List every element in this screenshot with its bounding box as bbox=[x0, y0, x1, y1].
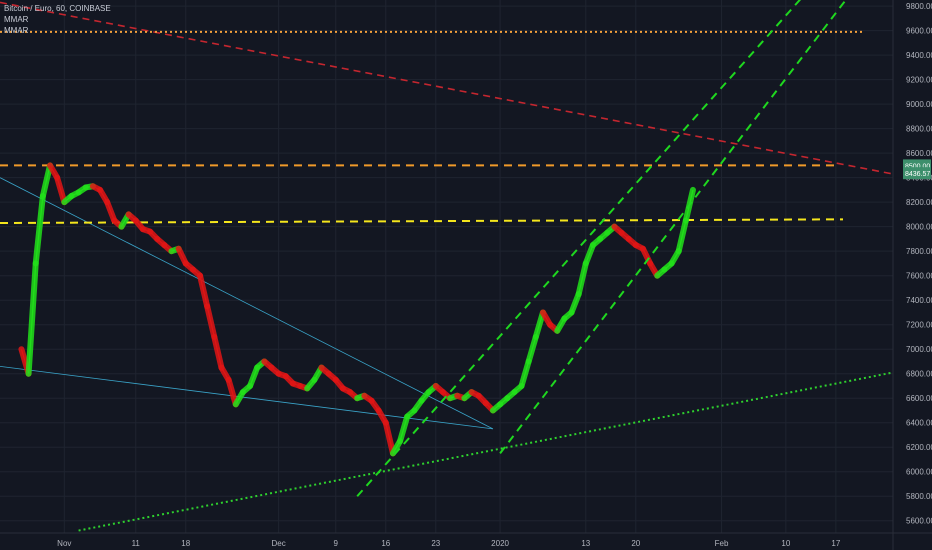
time-axis-background bbox=[0, 533, 932, 550]
series-segment-core bbox=[42, 165, 51, 197]
trend-line-upper bbox=[0, 177, 494, 430]
price-tag-label: 8436.57 bbox=[905, 171, 930, 178]
x-tick-label: Nov bbox=[57, 539, 71, 548]
legend-indicator: MMAR bbox=[4, 15, 29, 24]
y-tick-label: 8000.00 bbox=[906, 223, 932, 232]
x-tick-label: 16 bbox=[381, 539, 390, 548]
grid-layer bbox=[0, 0, 893, 533]
y-tick-label: 9400.00 bbox=[906, 51, 932, 60]
x-tick-label: 10 bbox=[781, 539, 790, 548]
y-tick-label: 9000.00 bbox=[906, 100, 932, 109]
y-tick-label: 7000.00 bbox=[906, 345, 932, 354]
trend-line-lower bbox=[0, 365, 493, 430]
support-dotted-line bbox=[78, 371, 894, 532]
y-tick-label: 9600.00 bbox=[906, 27, 932, 36]
x-tick-label: 20 bbox=[631, 539, 640, 548]
y-tick-label: 6200.00 bbox=[906, 443, 932, 452]
y-tick-label: 6000.00 bbox=[906, 468, 932, 477]
series-segment-core bbox=[206, 306, 215, 338]
x-tick-label: 2020 bbox=[491, 539, 509, 548]
series-segment-core bbox=[535, 312, 544, 338]
y-tick-label: 7200.00 bbox=[906, 321, 932, 330]
y-tick-label: 7400.00 bbox=[906, 296, 932, 305]
series-segment-core bbox=[27, 263, 37, 374]
series-segment-core bbox=[199, 275, 208, 307]
y-tick-label: 8200.00 bbox=[906, 198, 932, 207]
channel-line-upper bbox=[356, 0, 802, 497]
series-segment-core bbox=[385, 422, 394, 454]
series-segment-core bbox=[213, 336, 223, 368]
legend-symbol: Bitcoin / Euro, 60, COINBASE bbox=[4, 4, 111, 13]
series-segment-core bbox=[249, 367, 258, 387]
price-tag-label: 8500.00 bbox=[905, 163, 930, 170]
y-tick-label: 6600.00 bbox=[906, 394, 932, 403]
x-tick-label: 17 bbox=[831, 539, 840, 548]
series-segment-core bbox=[570, 293, 580, 313]
y-tick-label: 9200.00 bbox=[906, 76, 932, 85]
x-tick-label: Dec bbox=[271, 539, 285, 548]
y-tick-label: 9800.00 bbox=[906, 2, 932, 11]
legend-indicator: MMAR bbox=[4, 26, 29, 35]
y-tick-label: 6400.00 bbox=[906, 419, 932, 428]
y-tick-label: 7800.00 bbox=[906, 247, 932, 256]
channel-line-lower bbox=[499, 0, 847, 454]
series-segment-core bbox=[528, 336, 537, 362]
series-layer bbox=[18, 162, 696, 457]
chart-legend: Bitcoin / Euro, 60, COINBASE MMAR MMAR bbox=[4, 3, 111, 36]
series-segment-core bbox=[399, 416, 408, 442]
drawings-front-layer bbox=[78, 0, 894, 532]
x-tick-label: 9 bbox=[334, 539, 339, 548]
price-tag bbox=[903, 167, 931, 180]
x-tick-label: Feb bbox=[715, 539, 729, 548]
series-segment-core bbox=[106, 201, 115, 221]
series-segment-core bbox=[578, 263, 587, 295]
y-tick-label: 5800.00 bbox=[906, 492, 932, 501]
y-tick-label: 8800.00 bbox=[906, 125, 932, 134]
y-tick-label: 6800.00 bbox=[906, 370, 932, 379]
series-segment-core bbox=[35, 195, 44, 264]
x-tick-label: 23 bbox=[431, 539, 440, 548]
x-tick-label: 13 bbox=[581, 539, 590, 548]
resistance-dashed-line bbox=[0, 1, 894, 175]
y-tick-label: 5600.00 bbox=[906, 517, 932, 526]
price-axis-background bbox=[893, 0, 932, 550]
series-segment-core bbox=[585, 244, 594, 264]
y-tick-label: 8600.00 bbox=[906, 149, 932, 158]
series-segment-core bbox=[678, 220, 687, 252]
x-tick-label: 11 bbox=[132, 539, 141, 548]
series-segment-core bbox=[56, 177, 65, 203]
series-segment-core bbox=[520, 361, 530, 387]
y-tick-label: 7600.00 bbox=[906, 272, 932, 281]
x-tick-label: 18 bbox=[181, 539, 190, 548]
series-segment-core bbox=[228, 379, 237, 405]
